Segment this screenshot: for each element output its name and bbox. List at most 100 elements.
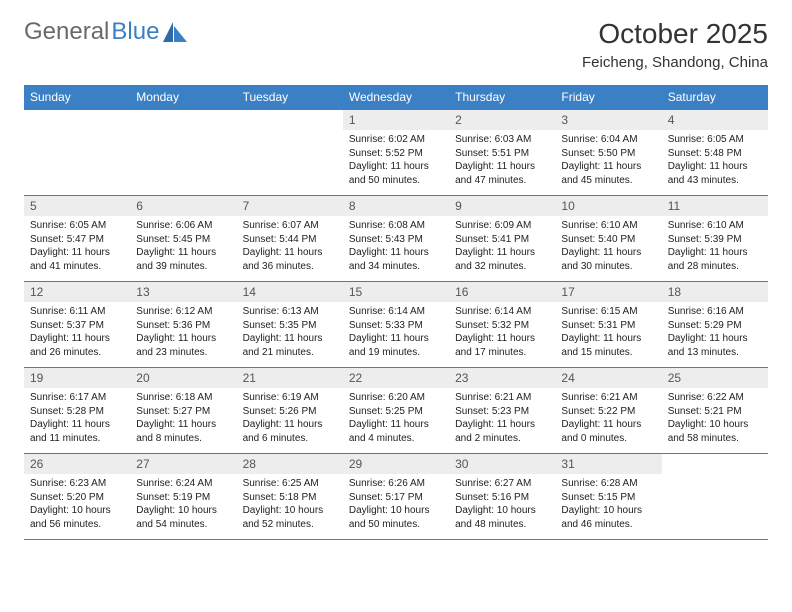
daylight-text: Daylight: 10 hours and 46 minutes. xyxy=(561,504,655,531)
sunrise-text: Sunrise: 6:21 AM xyxy=(455,391,549,405)
calendar-cell xyxy=(662,454,768,540)
sunset-text: Sunset: 5:16 PM xyxy=(455,491,549,505)
sunrise-text: Sunrise: 6:03 AM xyxy=(455,133,549,147)
sunset-text: Sunset: 5:33 PM xyxy=(349,319,443,333)
day-header-tuesday: Tuesday xyxy=(237,85,343,110)
calendar-cell: 2Sunrise: 6:03 AMSunset: 5:51 PMDaylight… xyxy=(449,110,555,196)
sunset-text: Sunset: 5:21 PM xyxy=(668,405,762,419)
day-data: Sunrise: 6:10 AMSunset: 5:40 PMDaylight:… xyxy=(555,216,661,281)
calendar-cell: 18Sunrise: 6:16 AMSunset: 5:29 PMDayligh… xyxy=(662,282,768,368)
day-header-saturday: Saturday xyxy=(662,85,768,110)
day-data: Sunrise: 6:08 AMSunset: 5:43 PMDaylight:… xyxy=(343,216,449,281)
day-data: Sunrise: 6:16 AMSunset: 5:29 PMDaylight:… xyxy=(662,302,768,367)
sunset-text: Sunset: 5:41 PM xyxy=(455,233,549,247)
sunrise-text: Sunrise: 6:17 AM xyxy=(30,391,124,405)
calendar-table: SundayMondayTuesdayWednesdayThursdayFrid… xyxy=(24,85,768,540)
sunrise-text: Sunrise: 6:15 AM xyxy=(561,305,655,319)
sunrise-text: Sunrise: 6:20 AM xyxy=(349,391,443,405)
sunset-text: Sunset: 5:47 PM xyxy=(30,233,124,247)
sunrise-text: Sunrise: 6:11 AM xyxy=(30,305,124,319)
day-number: 6 xyxy=(130,196,236,216)
calendar-cell: 25Sunrise: 6:22 AMSunset: 5:21 PMDayligh… xyxy=(662,368,768,454)
sunset-text: Sunset: 5:35 PM xyxy=(243,319,337,333)
day-number: 18 xyxy=(662,282,768,302)
day-number: 7 xyxy=(237,196,343,216)
daylight-text: Daylight: 10 hours and 50 minutes. xyxy=(349,504,443,531)
daylight-text: Daylight: 11 hours and 36 minutes. xyxy=(243,246,337,273)
day-header-friday: Friday xyxy=(555,85,661,110)
calendar-cell: 24Sunrise: 6:21 AMSunset: 5:22 PMDayligh… xyxy=(555,368,661,454)
sunset-text: Sunset: 5:48 PM xyxy=(668,147,762,161)
daylight-text: Daylight: 11 hours and 11 minutes. xyxy=(30,418,124,445)
sunrise-text: Sunrise: 6:28 AM xyxy=(561,477,655,491)
calendar-cell: 8Sunrise: 6:08 AMSunset: 5:43 PMDaylight… xyxy=(343,196,449,282)
day-data: Sunrise: 6:06 AMSunset: 5:45 PMDaylight:… xyxy=(130,216,236,281)
day-data: Sunrise: 6:05 AMSunset: 5:48 PMDaylight:… xyxy=(662,130,768,195)
calendar-cell: 21Sunrise: 6:19 AMSunset: 5:26 PMDayligh… xyxy=(237,368,343,454)
sunrise-text: Sunrise: 6:05 AM xyxy=(30,219,124,233)
day-number: 4 xyxy=(662,110,768,130)
daylight-text: Daylight: 11 hours and 21 minutes. xyxy=(243,332,337,359)
sunset-text: Sunset: 5:43 PM xyxy=(349,233,443,247)
sunrise-text: Sunrise: 6:02 AM xyxy=(349,133,443,147)
day-number: 11 xyxy=(662,196,768,216)
day-number: 13 xyxy=(130,282,236,302)
calendar-week: 5 Sunrise: 6:05 AMSunset: 5:47 PM Daylight… xyxy=(24,196,768,282)
sunrise-text: Sunrise: 6:18 AM xyxy=(136,391,230,405)
sunrise-text: Sunrise: 6:26 AM xyxy=(349,477,443,491)
day-data: Sunrise: 6:21 AMSunset: 5:23 PMDaylight:… xyxy=(449,388,555,453)
sunset-text: Sunset: 5:45 PM xyxy=(136,233,230,247)
day-number: 20 xyxy=(130,368,236,388)
daylight-text: Daylight: 11 hours and 8 minutes. xyxy=(136,418,230,445)
calendar-cell: 22Sunrise: 6:20 AMSunset: 5:25 PMDayligh… xyxy=(343,368,449,454)
sunrise-text: Sunrise: 6:09 AM xyxy=(455,219,549,233)
day-data: Sunrise: 6:25 AMSunset: 5:18 PMDaylight:… xyxy=(237,474,343,539)
calendar-cell: 17Sunrise: 6:15 AMSunset: 5:31 PMDayligh… xyxy=(555,282,661,368)
day-number: 24 xyxy=(555,368,661,388)
brand-logo: GeneralBlue xyxy=(24,18,187,46)
sunrise-text: Sunrise: 6:06 AM xyxy=(136,219,230,233)
sunset-text: Sunset: 5:36 PM xyxy=(136,319,230,333)
day-number: 1 xyxy=(343,110,449,130)
day-data: Sunrise: 6:28 AMSunset: 5:15 PMDaylight:… xyxy=(555,474,661,539)
day-number: 19 xyxy=(24,368,130,388)
day-number: 15 xyxy=(343,282,449,302)
daylight-text: Daylight: 11 hours and 13 minutes. xyxy=(668,332,762,359)
sunset-text: Sunset: 5:20 PM xyxy=(30,491,124,505)
sunset-text: Sunset: 5:31 PM xyxy=(561,319,655,333)
day-number: 23 xyxy=(449,368,555,388)
sunset-text: Sunset: 5:25 PM xyxy=(349,405,443,419)
day-data: Sunrise: 6:13 AMSunset: 5:35 PMDaylight:… xyxy=(237,302,343,367)
sunrise-text: Sunrise: 6:21 AM xyxy=(561,391,655,405)
sunset-text: Sunset: 5:28 PM xyxy=(30,405,124,419)
sunrise-text: Sunrise: 6:05 AM xyxy=(668,133,762,147)
day-data: Sunrise: 6:07 AMSunset: 5:44 PMDaylight:… xyxy=(237,216,343,281)
day-header-thursday: Thursday xyxy=(449,85,555,110)
header: GeneralBlue October 2025 Feicheng, Shand… xyxy=(24,18,768,71)
day-number: 5 xyxy=(24,196,130,216)
day-data: Sunrise: 6:02 AMSunset: 5:52 PMDaylight:… xyxy=(343,130,449,195)
calendar-cell: 15 Sunrise: 6:14 AMSunset: 5:33 PMDayligh… xyxy=(343,282,449,368)
daylight-text: Daylight: 11 hours and 19 minutes. xyxy=(349,332,443,359)
sunset-text: Sunset: 5:15 PM xyxy=(561,491,655,505)
daylight-text: Daylight: 11 hours and 32 minutes. xyxy=(455,246,549,273)
day-header-wednesday: Wednesday xyxy=(343,85,449,110)
daylight-text: Daylight: 11 hours and 39 minutes. xyxy=(136,246,230,273)
day-data: Sunrise: 6:15 AMSunset: 5:31 PMDaylight:… xyxy=(555,302,661,367)
sunrise-text: Sunrise: 6:19 AM xyxy=(243,391,337,405)
sunset-text: Sunset: 5:29 PM xyxy=(668,319,762,333)
sunset-text: Sunset: 5:50 PM xyxy=(561,147,655,161)
sunrise-text: Sunrise: 6:14 AM xyxy=(455,305,549,319)
day-number: 14 xyxy=(237,282,343,302)
sunrise-text: Sunrise: 6:07 AM xyxy=(243,219,337,233)
sunrise-text: Sunrise: 6:16 AM xyxy=(668,305,762,319)
day-data: Sunrise: 6:18 AMSunset: 5:27 PMDaylight:… xyxy=(130,388,236,453)
sunrise-text: Sunrise: 6:24 AM xyxy=(136,477,230,491)
sunrise-text: Sunrise: 6:10 AM xyxy=(668,219,762,233)
sunrise-text: Sunrise: 6:14 AM xyxy=(349,305,443,319)
daylight-text: Daylight: 11 hours and 45 minutes. xyxy=(561,160,655,187)
sunrise-text: Sunrise: 6:12 AM xyxy=(136,305,230,319)
day-data: Sunrise: 6:23 AMSunset: 5:20 PMDaylight:… xyxy=(24,474,130,539)
day-number: 28 xyxy=(237,454,343,474)
calendar-week: 1Sunrise: 6:02 AMSunset: 5:52 PMDaylight… xyxy=(24,110,768,196)
